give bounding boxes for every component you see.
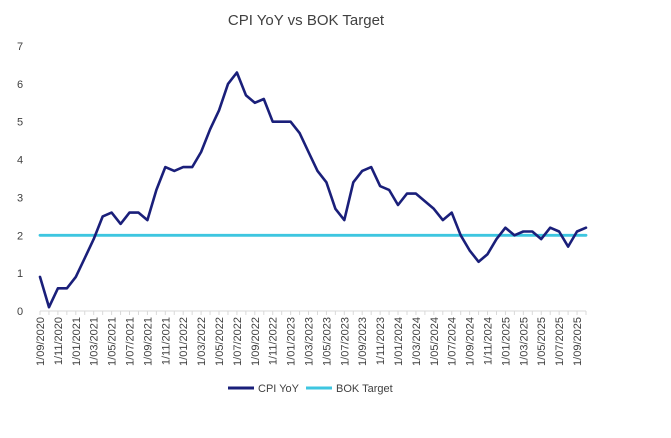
- legend-cpi-yoy-label: CPI YoY: [258, 383, 300, 395]
- x-tick-label: 1/09/2022: [250, 317, 262, 366]
- chart-title: CPI YoY vs BOK Target: [228, 12, 385, 29]
- x-tick-label: 1/07/2025: [554, 317, 566, 366]
- y-tick-label: 1: [17, 268, 23, 280]
- y-tick-label: 0: [17, 306, 23, 318]
- legend: CPI YoY BOK Target: [228, 383, 393, 395]
- y-tick-label: 3: [17, 192, 23, 204]
- y-tick-label: 4: [17, 155, 23, 167]
- y-axis: 0 1 2 3 4 5 6 7: [17, 41, 23, 318]
- x-tick-label: 1/03/2024: [411, 317, 423, 366]
- x-tick-label: 1/09/2023: [357, 317, 369, 366]
- series-line-cpi-yoy: [38, 71, 588, 309]
- x-tick-label: 1/01/2021: [71, 317, 83, 366]
- x-tick-label: 1/11/2020: [53, 317, 65, 365]
- x-axis: 1/09/2020 1/11/2020 1/01/2021 1/03/2021 1/05…: [35, 310, 587, 366]
- x-tick-label: 1/09/2021: [142, 317, 154, 366]
- y-tick-label: 2: [17, 230, 23, 242]
- y-tick-label: 6: [17, 79, 23, 91]
- x-tick-label: 1/05/2022: [214, 317, 226, 366]
- y-tick-label: 5: [17, 117, 23, 129]
- x-tick-label: 1/07/2023: [339, 317, 351, 366]
- x-tick-label: 1/05/2021: [107, 317, 119, 366]
- x-tick-label: 1/09/2020: [35, 317, 47, 366]
- x-tick-label: 1/03/2022: [196, 317, 208, 366]
- series-layer: [38, 71, 588, 309]
- x-tick-label: 1/01/2023: [286, 317, 298, 366]
- x-tick-label: 1/07/2021: [125, 317, 137, 366]
- x-tick-label: 1/01/2024: [393, 317, 405, 366]
- x-tick-label: 1/05/2023: [321, 317, 333, 366]
- x-tick-label: 1/07/2024: [447, 317, 459, 366]
- x-tick-label: 1/01/2025: [500, 317, 512, 366]
- x-tick-label: 1/05/2024: [429, 317, 441, 366]
- x-tick-label: 1/09/2024: [465, 317, 477, 366]
- x-tick-label: 1/11/2021: [160, 317, 172, 365]
- x-tick-label: 1/03/2023: [304, 317, 316, 366]
- y-tick-label: 7: [17, 41, 23, 53]
- legend-bok-target-label: BOK Target: [336, 383, 393, 395]
- x-tick-label: 1/11/2022: [268, 317, 280, 365]
- x-tick-label: 1/01/2022: [178, 317, 190, 366]
- x-tick-label: 1/09/2025: [572, 317, 584, 366]
- x-tick-label: 1/07/2022: [232, 317, 244, 366]
- x-tick-label: 1/03/2025: [518, 317, 530, 366]
- x-tick-label: 1/11/2023: [375, 317, 387, 365]
- x-tick-label: 1/11/2024: [483, 317, 495, 365]
- x-tick-label: 1/05/2025: [536, 317, 548, 366]
- x-tick-label: 1/03/2021: [89, 317, 101, 366]
